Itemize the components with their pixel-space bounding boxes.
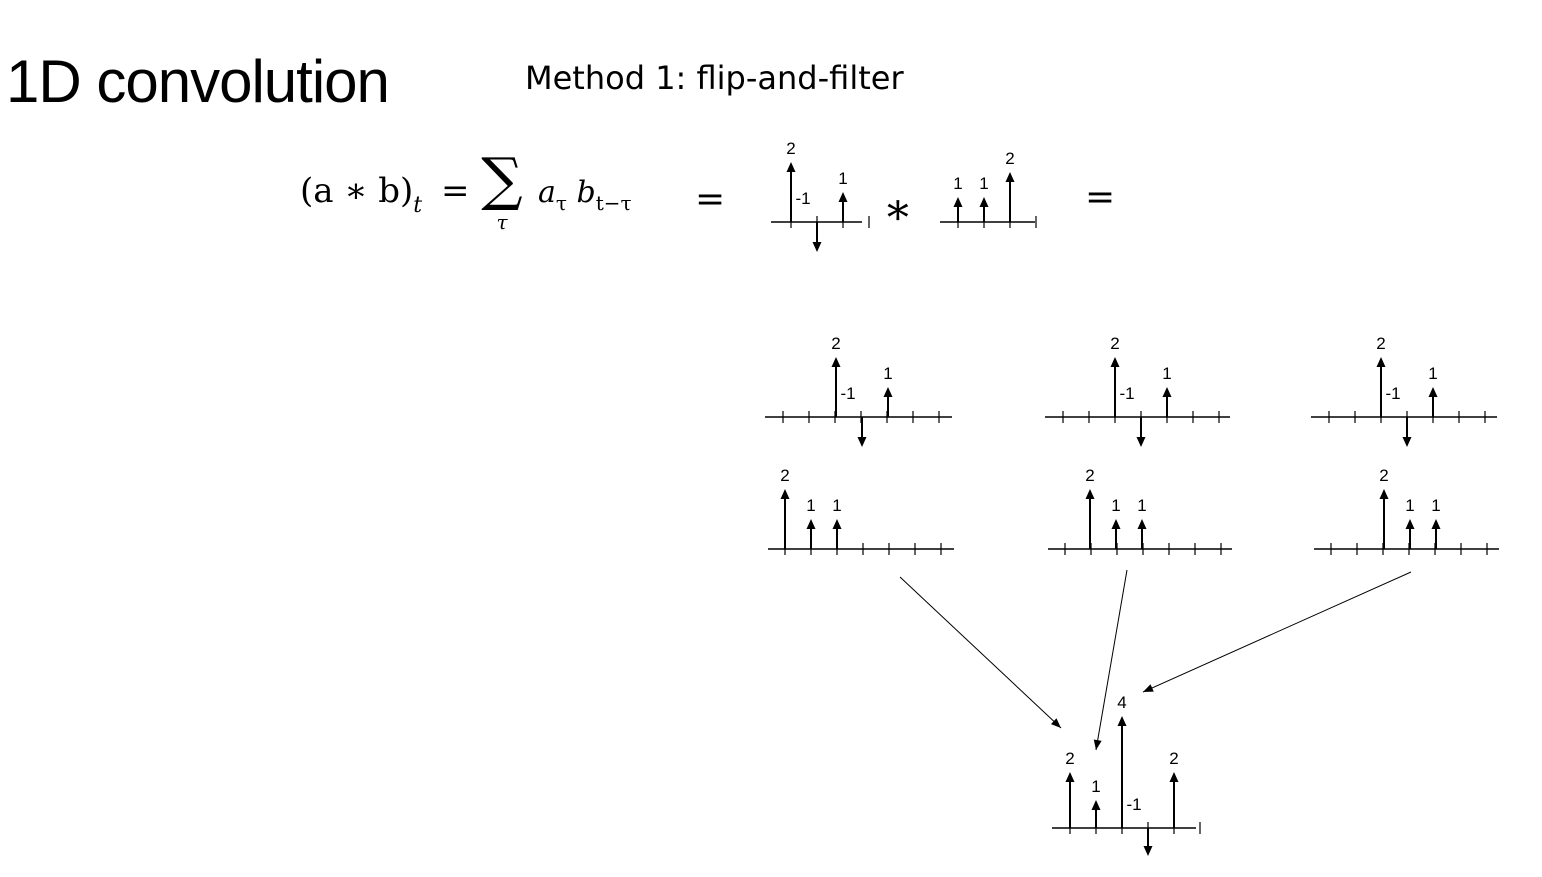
impulse-value-label: -1 xyxy=(795,189,810,208)
impulse-arrowhead xyxy=(883,387,893,397)
impulse-arrowhead xyxy=(831,357,841,367)
impulse-value-label: 2 xyxy=(1376,334,1385,353)
impulse-value-label: -1 xyxy=(840,384,855,403)
impulse-arrowhead xyxy=(1091,800,1101,810)
result-plot: 214-12 xyxy=(1052,693,1201,856)
flipped-b-plot: 21 1 xyxy=(1048,466,1232,555)
shifted-a-plot: 2 -1 1 xyxy=(1311,334,1497,447)
impulse-arrowhead xyxy=(1162,387,1172,397)
impulse-arrowhead xyxy=(786,162,796,172)
method-title: Method 1: flip-and-filter xyxy=(525,59,904,97)
impulse-value-label: -1 xyxy=(1119,384,1134,403)
impulse-arrowhead xyxy=(1137,519,1147,529)
impulse-arrowhead xyxy=(1402,437,1412,447)
connector-arrow xyxy=(899,576,1062,729)
impulse-value-label: 2 xyxy=(780,466,789,485)
impulse-value-label: 2 xyxy=(1065,749,1074,768)
formula-lhs: (a ∗ b)t = xyxy=(300,171,470,217)
impulse-value-label: 1 xyxy=(1137,496,1146,515)
impulse-arrowhead xyxy=(832,519,842,529)
impulse-value-label: 2 xyxy=(786,139,795,158)
impulse-arrowhead xyxy=(953,197,963,207)
impulse-value-label: 1 xyxy=(1091,777,1100,796)
summation-index: τ xyxy=(496,210,508,234)
impulse-value-label: 1 xyxy=(806,496,815,515)
impulse-value-label: 2 xyxy=(1005,149,1014,168)
impulse-value-label: -1 xyxy=(1126,795,1141,814)
term-b: b xyxy=(576,175,596,210)
impulse-value-label: 1 xyxy=(832,496,841,515)
impulse-arrowhead xyxy=(806,519,816,529)
impulse-arrowhead xyxy=(1143,846,1153,856)
impulse-arrowhead xyxy=(812,242,822,252)
impulse-arrowhead xyxy=(838,192,848,202)
equals-sign-2: = xyxy=(695,179,726,220)
impulse-value-label: 4 xyxy=(1117,693,1126,712)
impulse-arrowhead xyxy=(1431,519,1441,529)
impulse-arrowhead xyxy=(1065,772,1075,782)
signal-a-plot: 2 -1 1 xyxy=(771,139,870,252)
convolution-operator: ∗ xyxy=(883,184,913,235)
connector-arrowhead xyxy=(1093,739,1102,750)
impulse-value-label: 1 xyxy=(1405,496,1414,515)
flipped-b-plot: 21 1 xyxy=(1314,466,1499,555)
impulse-value-label: 1 xyxy=(953,174,962,193)
impulse-value-label: 1 xyxy=(838,169,847,188)
flipped-b-plot: 21 1 xyxy=(768,466,954,555)
equals-sign-1: = xyxy=(440,171,470,211)
impulse-value-label: 2 xyxy=(1379,466,1388,485)
impulse-value-label: 1 xyxy=(1431,496,1440,515)
impulse-arrowhead xyxy=(1085,489,1095,499)
connector-arrow xyxy=(1095,569,1128,751)
summation-term: aτ bt−τ xyxy=(538,175,632,214)
impulse-value-label: -1 xyxy=(1385,384,1400,403)
impulse-arrowhead xyxy=(1405,519,1415,529)
impulse-value-label: 1 xyxy=(1162,364,1171,383)
impulse-value-label: 1 xyxy=(979,174,988,193)
connector-arrowhead xyxy=(1050,718,1061,728)
term-a-sub: τ xyxy=(555,191,567,215)
slide-title: 1D convolution xyxy=(6,48,390,115)
impulse-arrowhead xyxy=(780,489,790,499)
signal-b-plot: 1 12 xyxy=(940,149,1037,228)
impulse-arrowhead xyxy=(979,197,989,207)
impulse-arrowhead xyxy=(1117,716,1127,726)
impulse-value-label: 2 xyxy=(1085,466,1094,485)
impulse-value-label: 1 xyxy=(1111,496,1120,515)
shifted-a-plot: 2 -1 1 xyxy=(1045,334,1230,447)
impulse-arrowhead xyxy=(1428,387,1438,397)
impulse-arrowhead xyxy=(1376,357,1386,367)
impulse-value-label: 2 xyxy=(831,334,840,353)
lhs-expr: (a ∗ b) xyxy=(300,171,414,211)
term-b-sub: t−τ xyxy=(595,191,632,215)
impulse-arrowhead xyxy=(1111,519,1121,529)
impulse-arrowhead xyxy=(1110,357,1120,367)
shifted-a-plot: 2 -1 1 xyxy=(765,334,952,447)
impulse-value-label: 1 xyxy=(1428,364,1437,383)
lhs-subscript: t xyxy=(413,193,423,218)
impulse-arrowhead xyxy=(857,437,867,447)
impulse-arrowhead xyxy=(1136,437,1146,447)
impulse-value-label: 2 xyxy=(1169,749,1178,768)
summation-symbol: ∑ xyxy=(481,145,523,213)
impulse-arrowhead xyxy=(1169,772,1179,782)
connector-arrow xyxy=(1142,571,1412,693)
impulse-arrowhead xyxy=(1379,489,1389,499)
impulse-value-label: 1 xyxy=(883,364,892,383)
term-a: a xyxy=(538,175,556,210)
equals-sign-3: = xyxy=(1085,177,1116,218)
impulse-value-label: 2 xyxy=(1110,334,1119,353)
summation: ∑ τ xyxy=(474,150,530,234)
impulse-arrowhead xyxy=(1005,172,1015,182)
connector-arrowhead xyxy=(1143,684,1154,692)
